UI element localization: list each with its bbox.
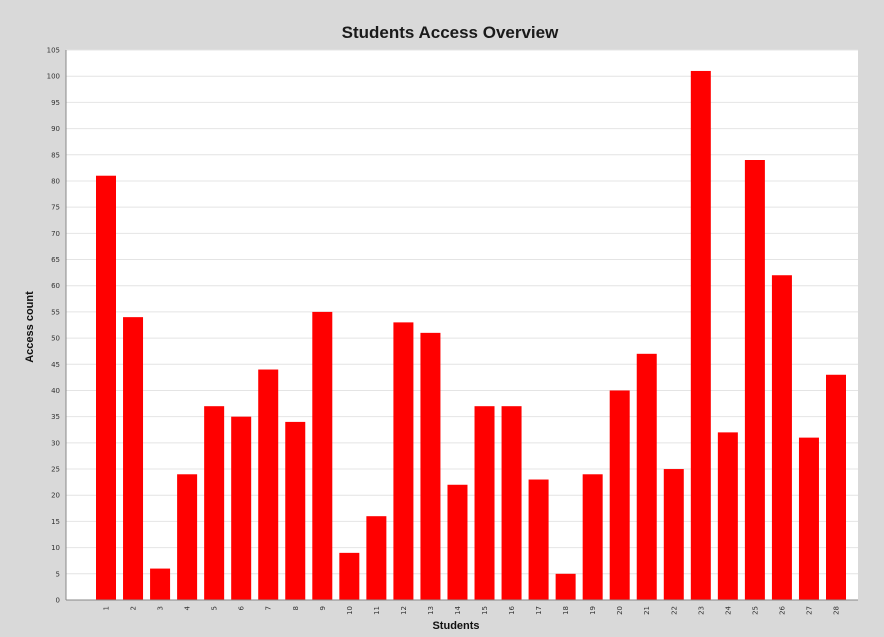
bar-student-26 [771,275,792,600]
bar-student-11 [366,516,387,600]
y-tick-label: 80 [51,177,60,185]
bar-student-22 [663,469,684,600]
bar-student-7 [258,369,279,600]
bar-student-6 [231,416,252,600]
x-tick-label: 6 [238,605,246,610]
y-tick-label: 20 [51,492,60,500]
x-tick-label: 23 [697,606,705,615]
x-tick-label: 27 [805,606,813,615]
bars [96,70,846,600]
plot-area: 0510152025303540455055606570758085909510… [47,47,858,615]
y-tick-label: 60 [51,282,60,290]
bar-student-21 [636,353,657,600]
bar-student-25 [744,160,765,600]
bar-student-15 [474,406,495,600]
bar-student-1 [96,175,116,600]
x-tick-label: 17 [535,606,543,615]
x-tick-label: 20 [616,606,624,615]
x-axis-ticks: 1 2 3 4 5 6 7 8 9 10 11 12 13 14 15 16 17 18 19 20 21 22 23 24 2… [103,605,841,614]
y-tick-label: 75 [51,204,60,212]
y-tick-label: 50 [51,335,60,343]
y-tick-label: 70 [51,230,60,238]
x-tick-label: 11 [373,606,381,615]
bar-student-16 [501,406,522,600]
y-tick-label: 105 [47,47,60,55]
bar-student-2 [123,317,144,600]
y-tick-label: 40 [51,387,60,395]
x-tick-label: 22 [670,606,678,615]
bar-student-3 [150,568,171,600]
x-tick-label: 15 [481,606,489,615]
x-tick-label: 25 [751,606,759,615]
y-tick-label: 15 [51,518,60,526]
bar-student-18 [555,573,576,600]
bar-student-23 [690,70,711,600]
x-tick-label: 12 [400,606,408,615]
bar-student-12 [393,322,414,600]
y-tick-label: 35 [51,413,60,421]
chart-title: Students Access Overview [342,23,559,42]
x-tick-label: 9 [319,606,327,610]
y-tick-label: 25 [51,466,60,474]
x-tick-label: 1 [103,606,111,610]
y-tick-label: 85 [51,151,60,159]
y-tick-label: 45 [51,361,60,369]
x-tick-label: 16 [508,605,516,614]
x-tick-label: 26 [778,605,786,614]
x-tick-label: 24 [724,605,732,614]
bar-student-27 [798,437,819,600]
y-tick-label: 100 [47,73,60,81]
bar-student-5 [204,406,225,600]
bar-student-10 [339,552,360,600]
y-axis-label: Access count [24,291,36,363]
bar-student-20 [609,390,630,600]
bar-student-14 [447,484,468,600]
x-tick-label: 8 [292,606,300,610]
bar-student-28 [826,374,846,600]
bar-student-8 [285,421,306,600]
bar-student-24 [717,432,738,600]
x-tick-label: 7 [265,606,273,610]
x-tick-label: 19 [589,606,597,615]
y-tick-label: 55 [51,308,60,316]
y-tick-label: 65 [51,256,60,264]
y-axis-ticks: 0 5 10 15 20 25 30 35 40 45 50 55 60 65 70 75 80 85 90 95 10… [47,47,60,605]
bar-student-9 [312,311,333,600]
x-tick-label: 28 [833,606,841,615]
bar-student-4 [177,474,198,600]
bar-student-13 [420,332,441,600]
y-tick-label: 30 [51,439,60,447]
y-tick-label: 10 [51,544,60,552]
x-tick-label: 21 [643,606,651,615]
y-tick-label: 90 [51,125,60,133]
bar-student-17 [528,479,549,600]
x-tick-label: 3 [157,606,165,610]
bar-student-19 [582,474,603,600]
y-tick-label: 5 [56,570,60,578]
gridlines [66,49,858,575]
x-tick-label: 4 [184,605,192,610]
x-tick-label: 14 [454,605,462,614]
x-tick-label: 2 [130,606,138,610]
x-tick-label: 5 [211,606,219,610]
x-tick-label: 10 [346,606,354,615]
x-axis-label: Students [432,620,479,632]
x-tick-label: 18 [562,606,570,615]
x-tick-label: 13 [427,606,435,615]
y-tick-label: 95 [51,99,60,107]
y-tick-label: 0 [56,597,60,605]
